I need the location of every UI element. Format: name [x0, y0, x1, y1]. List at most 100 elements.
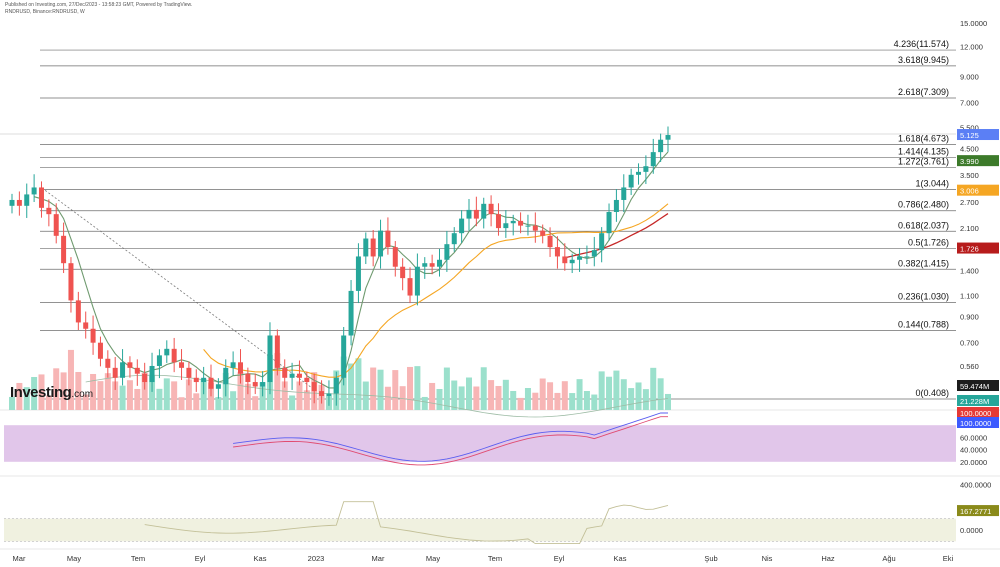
- candle-down: [68, 263, 74, 301]
- volume-bar: [134, 388, 141, 410]
- volume-bar: [149, 375, 156, 410]
- volume-bar: [635, 382, 642, 410]
- candle-down: [237, 362, 243, 374]
- time-tick-label: Eyl: [554, 554, 565, 563]
- volume-bar: [119, 385, 126, 410]
- volume-bar: [60, 372, 67, 410]
- candle-down: [38, 187, 44, 208]
- fib-level-label: 4.236(11.574): [894, 39, 949, 49]
- cci-badge: 167.2771: [960, 507, 991, 516]
- candle-down: [296, 373, 302, 378]
- time-tick-label: Mar: [372, 554, 385, 563]
- volume-bar: [53, 368, 60, 410]
- volume-bar: [200, 379, 207, 410]
- volume-bar: [289, 395, 296, 410]
- price-tick-label: 5.500: [960, 124, 979, 133]
- candle-up: [444, 244, 450, 260]
- volume-badge: 21.228M: [960, 397, 989, 406]
- candle-up: [437, 259, 443, 267]
- volume-bar: [362, 381, 369, 410]
- candle-down: [274, 335, 280, 368]
- time-tick-label: Nis: [762, 554, 773, 563]
- volume-ma-line: [85, 374, 669, 418]
- price-tick-label: 15.0000: [960, 19, 987, 28]
- volume-bar: [465, 377, 472, 410]
- volume-bar: [244, 383, 251, 410]
- price-tick-label: 3.500: [960, 171, 979, 180]
- volume-badge-bg: [957, 395, 999, 406]
- fib-level-label: 1.414(4.135): [898, 146, 949, 156]
- candle-up: [149, 365, 155, 383]
- candle-down: [112, 367, 118, 378]
- candle-up: [577, 256, 583, 260]
- candle-down: [83, 322, 89, 329]
- volume-bar: [156, 388, 163, 410]
- volume-bar: [532, 392, 539, 410]
- volume-bar: [488, 380, 495, 410]
- volume-badge: 59.474M: [960, 382, 989, 391]
- price-badge: 1.726: [960, 245, 979, 254]
- candle-up: [503, 223, 509, 229]
- investing-logo: Investing.com: [10, 384, 93, 401]
- volume-bar: [281, 381, 288, 410]
- volume-bar: [384, 386, 391, 410]
- volume-bar: [274, 353, 281, 410]
- candle-down: [518, 220, 524, 226]
- volume-bar: [9, 396, 15, 410]
- price-tick-label: 12.000: [960, 42, 983, 51]
- volume-bar: [421, 396, 428, 410]
- candle-up: [223, 367, 229, 385]
- volume-bar: [97, 381, 104, 410]
- volume-bar: [517, 397, 524, 410]
- price-tick-label: 0.900: [960, 312, 979, 321]
- volume-bar: [185, 379, 192, 410]
- candle-down: [208, 377, 214, 389]
- candle-up: [378, 230, 384, 257]
- volume-bar: [193, 393, 200, 410]
- candle-up: [481, 203, 487, 219]
- price-badge: 3.006: [960, 187, 979, 196]
- fib-level-label: 0.382(1.415): [898, 258, 949, 268]
- candle-down: [540, 230, 546, 236]
- price-badge-bg: [957, 184, 999, 196]
- price-tick-label: 0.560: [960, 362, 979, 371]
- time-tick-label: Şub: [704, 554, 717, 563]
- candle-down: [311, 382, 317, 392]
- candle-down: [554, 247, 560, 257]
- candle-up: [289, 373, 295, 378]
- candle-down: [392, 247, 398, 267]
- price-tick-label: 1.100: [960, 292, 979, 301]
- candle-down: [473, 209, 479, 219]
- candle-down: [61, 235, 67, 264]
- volume-bar: [524, 388, 531, 410]
- candle-up: [201, 377, 207, 383]
- volume-bar: [296, 381, 303, 410]
- volume-bar: [665, 393, 671, 410]
- candle-up: [459, 218, 465, 234]
- candle-down: [547, 235, 553, 248]
- candle-up: [24, 194, 30, 206]
- volume-bar: [591, 394, 598, 410]
- candle-down: [429, 263, 435, 267]
- candle-up: [260, 382, 266, 387]
- candle-down: [16, 199, 22, 206]
- candle-up: [215, 384, 221, 389]
- candle-up: [591, 250, 597, 257]
- time-tick-label: Tem: [488, 554, 502, 563]
- cci-band: [4, 518, 956, 542]
- volume-bar: [458, 386, 465, 410]
- candle-up: [613, 199, 619, 213]
- volume-bar: [31, 376, 38, 410]
- candle-down: [385, 230, 391, 248]
- fib-level-label: 1.618(4.673): [898, 134, 949, 144]
- price-tick-label: 9.000: [960, 72, 979, 81]
- candle-up: [363, 238, 369, 257]
- candle-down: [319, 391, 325, 396]
- candle-down: [245, 373, 251, 383]
- published-note: Published on Investing.com, 27/Dec/2023 …: [5, 2, 193, 8]
- candle-up: [355, 256, 361, 291]
- ma-red-line: [564, 213, 669, 259]
- volume-bar: [355, 358, 362, 410]
- candle-up: [120, 362, 126, 378]
